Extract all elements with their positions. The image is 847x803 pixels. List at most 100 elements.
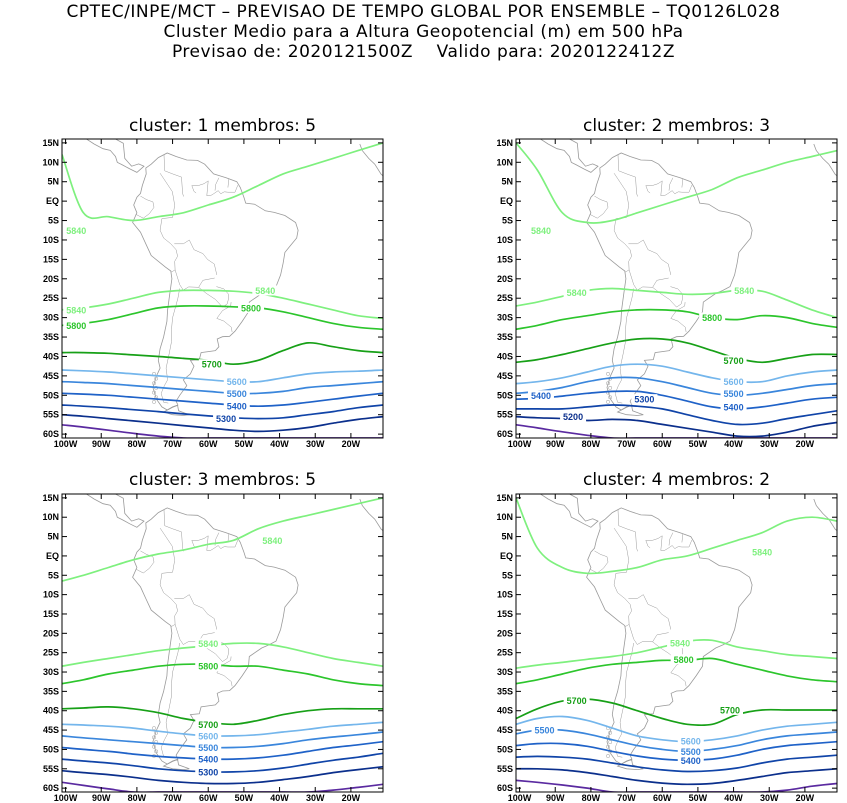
contour-label-bg xyxy=(223,376,250,387)
lat-tick-label: 55S xyxy=(43,764,59,774)
lon-tick-label: 50W xyxy=(235,793,254,803)
contour-5500 xyxy=(516,376,837,397)
island xyxy=(152,744,156,749)
contour-label-bg xyxy=(527,390,554,401)
contour-label: 5800 xyxy=(702,313,722,323)
contour-label: 5300 xyxy=(198,767,218,777)
lat-tick-label: 55S xyxy=(497,764,513,774)
country-border xyxy=(159,173,175,218)
contour-5300 xyxy=(62,752,383,773)
central-america-coastline xyxy=(539,494,599,528)
lat-tick-label: EQ xyxy=(46,196,59,206)
contour-label-bg xyxy=(198,359,225,370)
lon-tick-label: 20W xyxy=(796,439,815,449)
country-border xyxy=(614,642,634,758)
lat-tick-label: 35S xyxy=(497,686,513,696)
central-america-coastline xyxy=(539,139,599,173)
lon-tick-label: 30W xyxy=(306,439,325,449)
africa-coastline xyxy=(813,143,837,177)
country-border xyxy=(160,642,180,758)
contour-5200 xyxy=(62,413,383,433)
contour-label-bg xyxy=(195,730,222,741)
contour-label: 5400 xyxy=(198,755,218,765)
lon-tick-label: 60W xyxy=(199,793,218,803)
lon-tick-label: 100W xyxy=(54,793,78,803)
island xyxy=(152,381,156,386)
lat-tick-label: 15N xyxy=(496,493,513,503)
contour-label-bg xyxy=(670,654,697,665)
lon-tick-label: 60W xyxy=(199,439,218,449)
lat-tick-label: 40S xyxy=(43,351,59,361)
africa-coastline xyxy=(359,498,383,532)
contour-5300 xyxy=(516,404,837,426)
contour-label-bg xyxy=(238,302,265,313)
lat-tick-label: 25S xyxy=(497,293,513,303)
contour-5100 xyxy=(62,781,383,792)
island xyxy=(608,730,613,735)
lon-tick-label: 20W xyxy=(796,793,815,803)
lat-tick-label: 45S xyxy=(497,725,513,735)
lat-tick-label: 60S xyxy=(43,783,59,793)
country-border xyxy=(135,195,155,219)
lat-tick-label: 20S xyxy=(43,628,59,638)
contour-label: 5700 xyxy=(720,705,740,715)
lat-tick-label: 50S xyxy=(497,390,513,400)
lat-tick-label: 15N xyxy=(496,138,513,148)
country-border xyxy=(670,318,687,333)
country-border xyxy=(159,217,178,273)
contour-5840 xyxy=(62,642,383,668)
country-border xyxy=(660,180,693,196)
country-border xyxy=(617,154,638,197)
country-border xyxy=(227,178,230,188)
lon-tick-label: 70W xyxy=(163,793,182,803)
contour-label: 5840 xyxy=(66,226,86,236)
contour-label: 5200 xyxy=(563,412,583,422)
island xyxy=(606,754,610,758)
lon-tick-label: 70W xyxy=(617,793,636,803)
contour-label: 5400 xyxy=(227,402,247,412)
country-border xyxy=(645,180,663,194)
island xyxy=(606,372,610,376)
tierra-del-fuego-coastline xyxy=(162,404,190,416)
lon-tick-label: 50W xyxy=(689,439,708,449)
cluster-panel-3: cluster: 3 membros: 5 5840 5840 5800 5700560… xyxy=(42,470,384,803)
contour-5200 xyxy=(516,767,837,786)
country-border xyxy=(174,239,218,275)
contour-label-bg xyxy=(677,746,704,757)
contour-5840 xyxy=(516,142,837,224)
lon-tick-label: 40W xyxy=(270,793,289,803)
cluster-panel-2: cluster: 2 membros: 3 5840 5840 5840 5800 570… xyxy=(496,116,838,449)
lat-tick-label: 5N xyxy=(47,532,59,542)
lat-tick-label: 25S xyxy=(43,648,59,658)
lat-tick-label: 60S xyxy=(497,429,513,439)
contour-5500 xyxy=(62,380,383,395)
contour-label-bg xyxy=(717,704,743,715)
country-border xyxy=(668,532,674,546)
country-border xyxy=(681,178,684,188)
contour-label: 5600 xyxy=(724,377,744,387)
contour-label-bg xyxy=(195,719,222,730)
contour-label-bg xyxy=(63,225,90,236)
south-america-coastline xyxy=(586,152,753,411)
africa-coastline xyxy=(359,143,383,177)
country-border xyxy=(628,239,672,275)
lat-tick-label: 10S xyxy=(43,235,59,245)
lat-tick-label: 15S xyxy=(497,254,513,264)
lat-tick-label: 60S xyxy=(497,783,513,793)
country-border xyxy=(613,527,629,573)
lat-tick-label: 5N xyxy=(501,177,513,187)
contour-label: 5840 xyxy=(567,288,587,298)
lat-tick-label: 10N xyxy=(42,512,59,522)
contour-label: 5840 xyxy=(198,639,218,649)
contour-label: 5600 xyxy=(681,736,701,746)
country-border xyxy=(135,550,155,574)
lat-tick-label: 10N xyxy=(496,512,513,522)
contour-label: 5500 xyxy=(535,726,555,736)
lat-tick-label: EQ xyxy=(46,551,59,561)
contour-5700 xyxy=(516,337,837,364)
contour-label: 5700 xyxy=(198,720,218,730)
map-frame xyxy=(515,493,838,793)
lat-tick-label: EQ xyxy=(500,196,513,206)
contour-5100 xyxy=(516,423,837,438)
lon-tick-label: 60W xyxy=(653,439,672,449)
